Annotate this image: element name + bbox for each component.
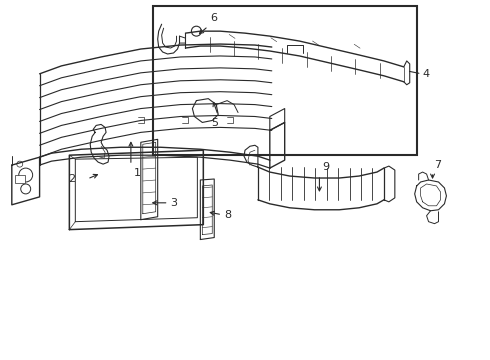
Text: 2: 2 xyxy=(68,174,75,184)
Text: 3: 3 xyxy=(171,198,177,208)
Text: 7: 7 xyxy=(435,160,441,170)
Text: 8: 8 xyxy=(224,210,231,220)
Text: 4: 4 xyxy=(422,69,430,79)
Text: 5: 5 xyxy=(211,118,218,129)
Text: 1: 1 xyxy=(134,168,141,178)
Bar xyxy=(153,6,416,155)
Text: 9: 9 xyxy=(322,162,329,172)
Bar xyxy=(15,175,24,183)
Text: 6: 6 xyxy=(210,13,217,23)
